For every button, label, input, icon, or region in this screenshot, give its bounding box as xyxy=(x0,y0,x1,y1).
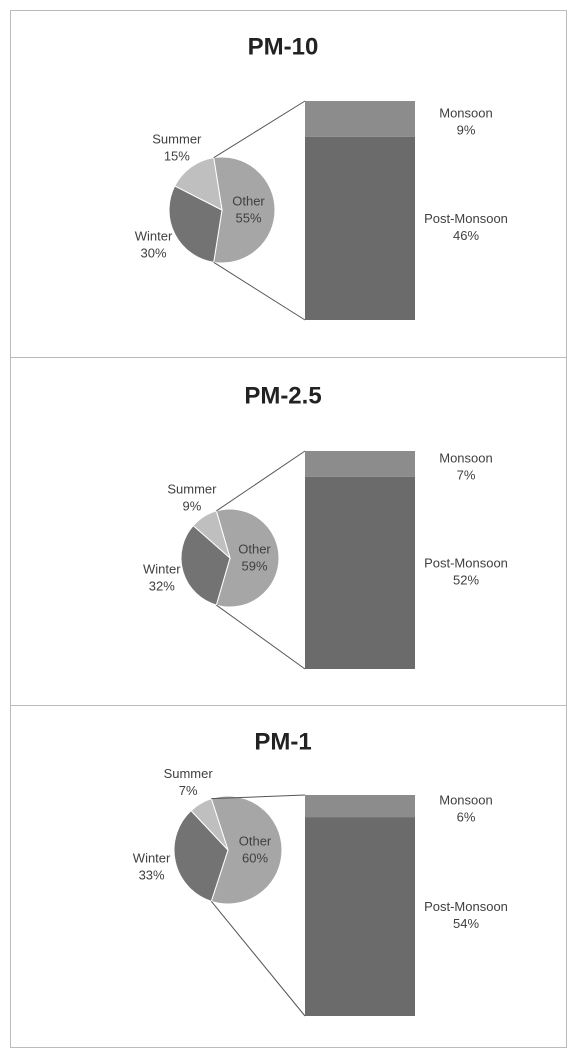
bar-segment xyxy=(305,101,415,137)
bar-label: Monsoon xyxy=(439,450,492,465)
bar-value-label: 46% xyxy=(453,228,479,243)
pie-value-label: 59% xyxy=(241,558,267,573)
pie-value-label: 7% xyxy=(179,783,198,798)
chart-title: PM-10 xyxy=(248,33,319,60)
connector xyxy=(213,100,306,159)
pie-value-label: 60% xyxy=(242,850,268,865)
connector xyxy=(211,794,306,800)
pie-label: Other xyxy=(238,541,271,556)
pie-slice xyxy=(210,795,283,905)
panel xyxy=(10,10,567,358)
pie-slice xyxy=(192,510,231,560)
pie-slice xyxy=(173,809,229,902)
bar-segment xyxy=(305,795,415,818)
pie-label: Winter xyxy=(133,851,171,866)
pie-label: Winter xyxy=(143,561,181,576)
connector xyxy=(216,450,306,512)
pie-value-label: 15% xyxy=(164,148,190,163)
pie-value-label: 32% xyxy=(149,578,175,593)
pie-label: Winter xyxy=(135,228,173,243)
bar-label: Post-Monsoon xyxy=(424,899,508,914)
bar-value-label: 54% xyxy=(453,916,479,931)
bar-value-label: 9% xyxy=(457,122,476,137)
connector xyxy=(210,901,306,1017)
bar-label: Post-Monsoon xyxy=(424,211,508,226)
bar-value-label: 6% xyxy=(457,809,476,824)
bar-value-label: 52% xyxy=(453,572,479,587)
panel xyxy=(10,357,567,706)
pie-label: Summer xyxy=(164,766,214,781)
bar-segment xyxy=(305,817,415,1016)
connector xyxy=(213,261,306,321)
pie-value-label: 9% xyxy=(183,498,202,513)
pie-slice xyxy=(213,156,276,264)
bar-segment xyxy=(305,476,415,669)
bar-label: Monsoon xyxy=(439,105,492,120)
chart-title: PM-2.5 xyxy=(244,382,321,409)
pie-slice xyxy=(174,157,223,211)
pie-label: Other xyxy=(232,193,265,208)
pie-value-label: 30% xyxy=(141,245,167,260)
chart-title: PM-1 xyxy=(254,728,311,755)
bar-segment xyxy=(305,451,415,477)
bar-label: Monsoon xyxy=(439,792,492,807)
pie-value-label: 33% xyxy=(139,868,165,883)
bar-value-label: 7% xyxy=(457,467,476,482)
pie-slice xyxy=(190,798,229,851)
connector xyxy=(216,604,306,670)
pie-value-label: 55% xyxy=(235,210,261,225)
pie-label: Summer xyxy=(152,131,202,146)
pie-slice xyxy=(215,508,280,608)
bar-label: Post-Monsoon xyxy=(424,555,508,570)
pie-label: Other xyxy=(239,833,272,848)
pie-slice xyxy=(180,524,231,606)
pie-label: Summer xyxy=(167,481,217,496)
bar-segment xyxy=(305,136,415,320)
pie-slice xyxy=(168,185,223,263)
